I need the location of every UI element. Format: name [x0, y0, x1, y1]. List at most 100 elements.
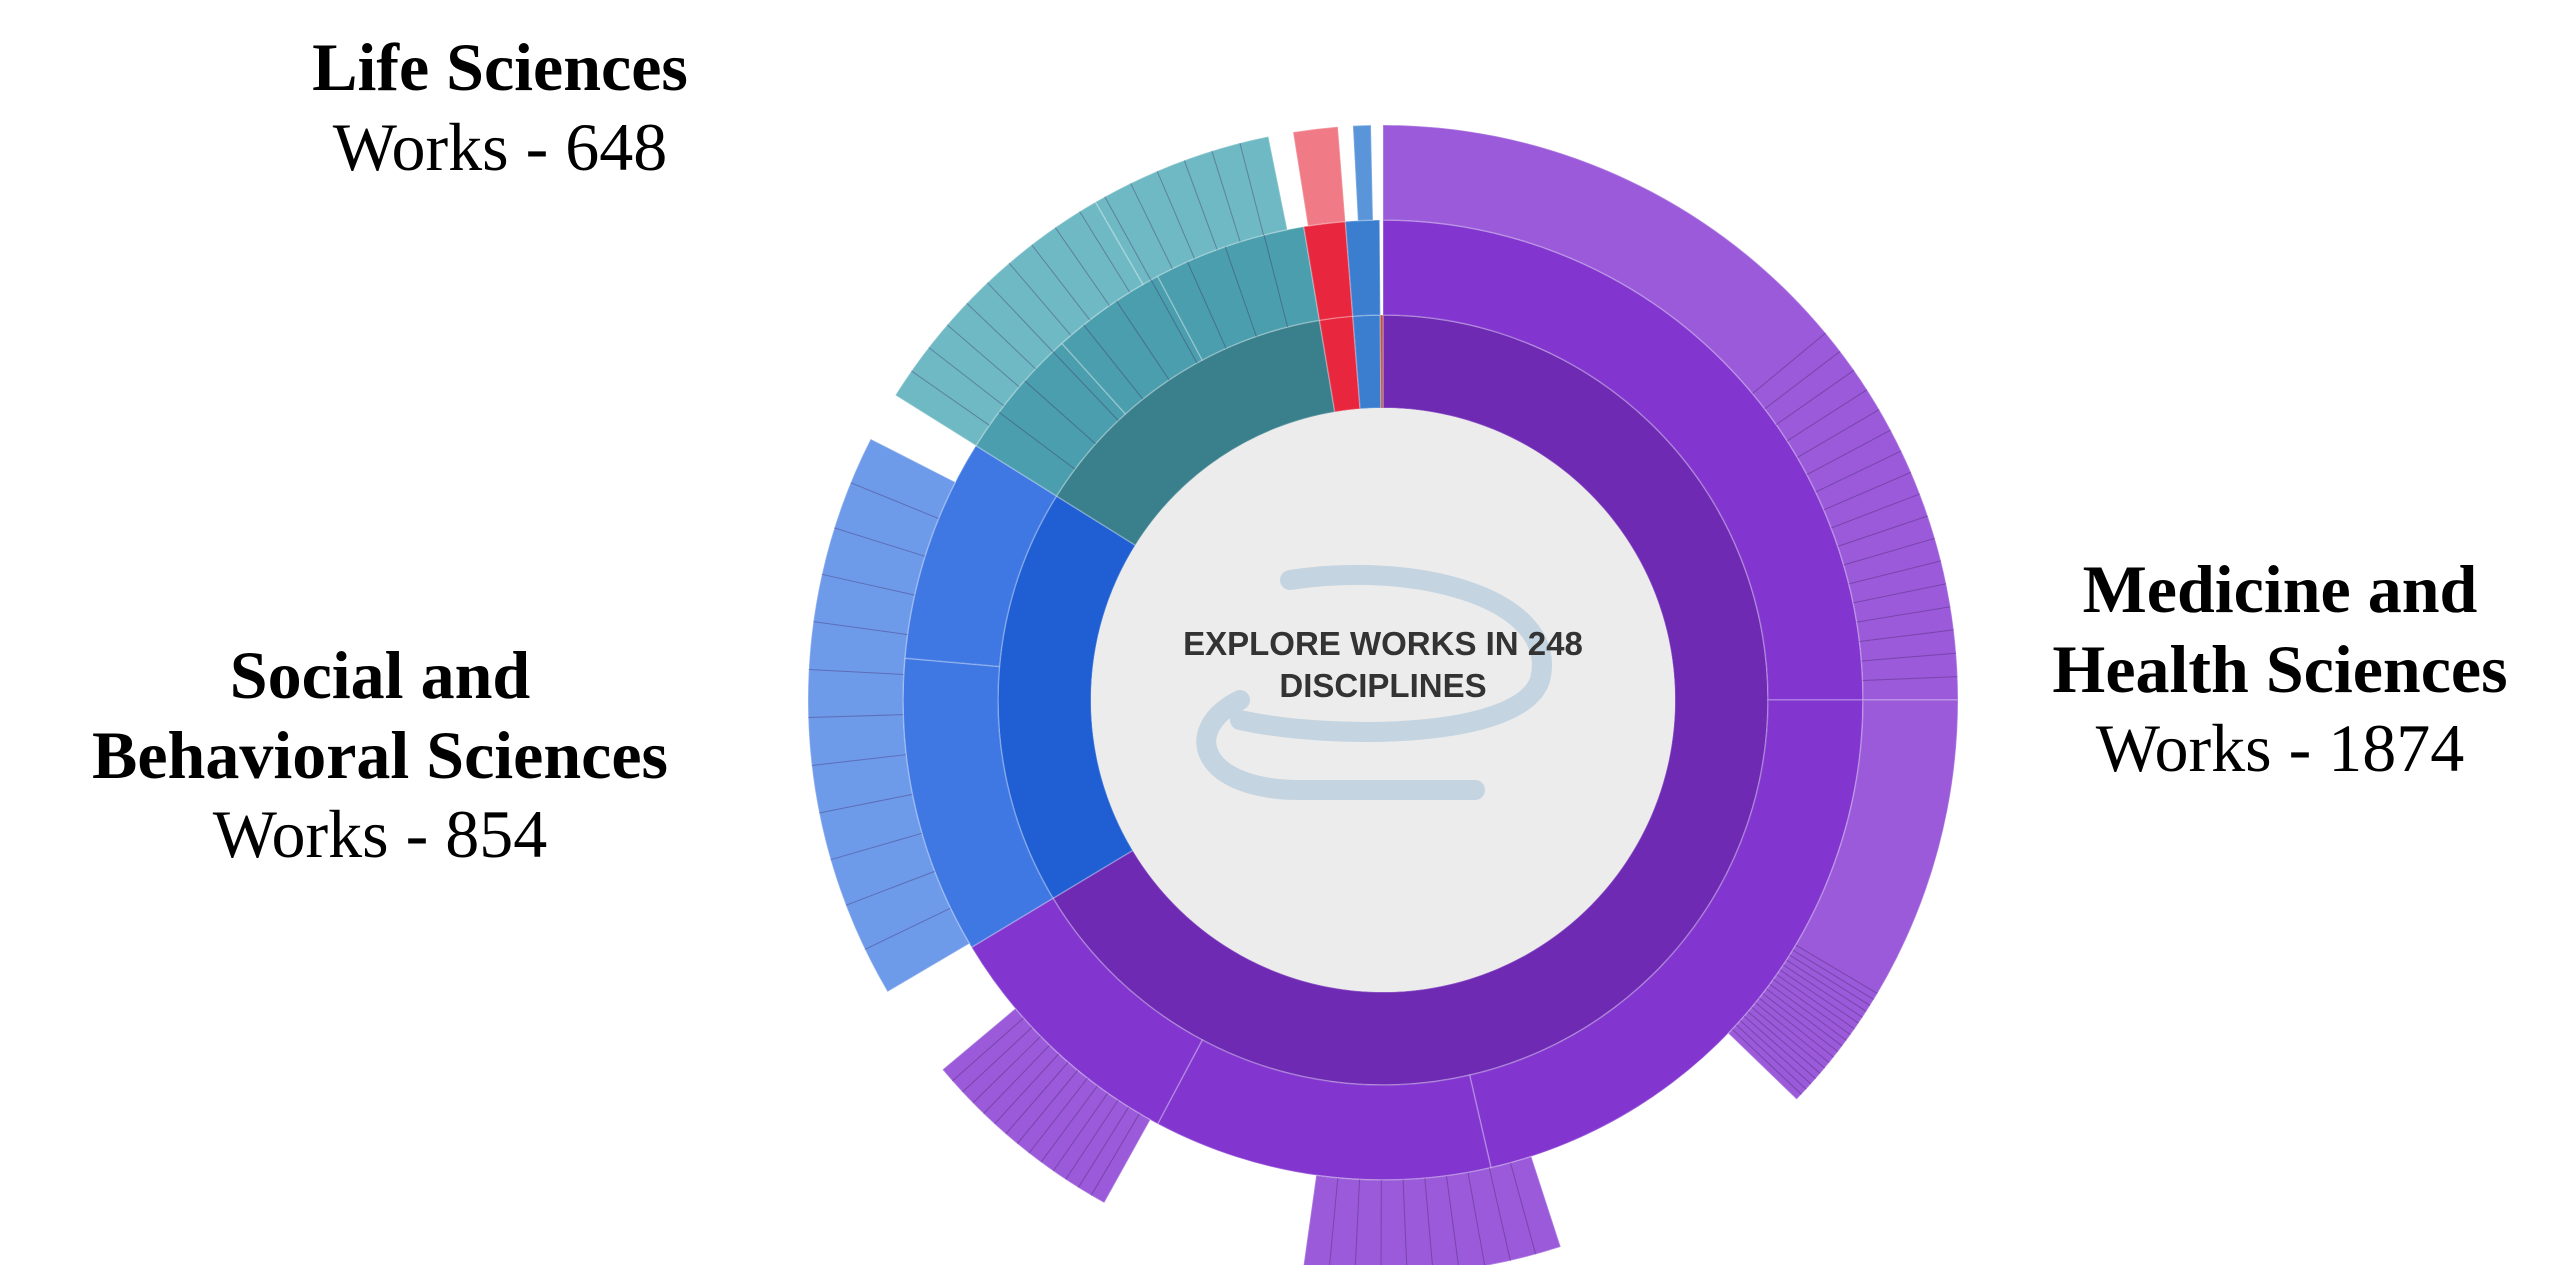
subdivision-line	[1762, 993, 1839, 1053]
minor-red-ring3-arc[interactable]	[1292, 125, 1347, 227]
subdivision-line	[1090, 1113, 1140, 1196]
subdivision-line	[850, 482, 939, 520]
life-ring3-arc[interactable]	[1094, 135, 1289, 286]
subdivision-line	[972, 1036, 1041, 1104]
subdivision-line	[1856, 606, 1951, 623]
subdivision-line	[808, 714, 904, 719]
subdivision-line	[1115, 300, 1170, 381]
medicine-name-line-2: Health Sciences	[2052, 630, 2508, 707]
medicine-ring3-arc[interactable]	[941, 1007, 1152, 1204]
subdivision-line	[1739, 1020, 1812, 1085]
subdivision-line	[1843, 537, 1935, 566]
subdivision-line	[1823, 471, 1912, 511]
subdivision-line	[1786, 389, 1868, 442]
subdivision-line	[1104, 196, 1152, 281]
subdivision-line	[1079, 211, 1131, 293]
subdivision-line	[1776, 974, 1855, 1030]
subdivision-line	[845, 870, 935, 906]
subdivision-line	[1758, 997, 1834, 1058]
subdivision-line	[830, 832, 923, 861]
center-disc[interactable]	[1091, 408, 1675, 992]
minor-orange-ring1-arc[interactable]	[1379, 314, 1384, 409]
life-ring2-arc[interactable]	[1060, 275, 1204, 415]
subdivision-line	[1024, 380, 1096, 445]
subdivision-line	[1782, 964, 1863, 1018]
subdivision-line	[1065, 1099, 1119, 1180]
subdivision-line	[1779, 969, 1859, 1024]
life-sciences-count: Works - 648	[332, 108, 668, 185]
subdivision-line	[1837, 515, 1928, 547]
subdivision-line	[1008, 262, 1072, 336]
minor-blue-ring2-arc[interactable]	[1344, 219, 1382, 317]
social-sciences-count: Works - 854	[212, 796, 548, 873]
life-ring2-arc[interactable]	[974, 342, 1127, 498]
subdivision-line	[864, 907, 951, 950]
subdivision-line	[1329, 1177, 1339, 1265]
subdivision-line	[1747, 1011, 1821, 1074]
life-ring3-arc[interactable]	[894, 201, 1145, 447]
subdivision-line	[1743, 1015, 1816, 1080]
subdivision-line	[1077, 1106, 1130, 1188]
social-ring2-arc[interactable]	[904, 444, 1058, 668]
subdivision-line	[1786, 959, 1867, 1012]
subdivision-line	[1830, 493, 1920, 529]
social-ring3-arc[interactable]	[807, 437, 971, 993]
life-sciences-name: Life Sciences	[312, 29, 688, 105]
social-sciences-name-line-1: Social and	[229, 637, 531, 713]
medicine-ring3-arc[interactable]	[1727, 699, 1959, 1101]
subdivision-line	[1731, 1028, 1802, 1095]
center-label-line-2[interactable]: DISCIPLINES	[1279, 667, 1486, 704]
subdivision-line	[1186, 261, 1227, 349]
subdivision-line	[808, 668, 904, 676]
subdivision-line	[1797, 409, 1880, 459]
medicine-ring3-arc[interactable]	[1302, 1155, 1562, 1265]
logo-watermark	[1196, 564, 1552, 800]
subdivision-line	[911, 370, 990, 426]
subdivision-line	[1775, 369, 1855, 426]
subdivision-line	[1735, 1024, 1807, 1090]
subdivision-line	[1130, 183, 1173, 269]
subdivision-line	[1005, 1061, 1069, 1135]
subdivision-line	[1815, 450, 1902, 493]
subdivision-line	[928, 347, 1005, 407]
center-label-line-1[interactable]: EXPLORE WORKS IN 248	[1183, 625, 1583, 662]
subdivision-line	[1054, 227, 1110, 306]
medicine-label: Medicine and Health Sciences Works - 187…	[2000, 550, 2549, 789]
subdivision-line	[1402, 1179, 1408, 1265]
subdivision-line	[994, 1053, 1060, 1125]
social-sciences-label: Social and Behavioral Sciences Works - 8…	[30, 636, 730, 875]
subdivision-line	[946, 324, 1020, 388]
subdivision-line	[1772, 979, 1851, 1036]
subdivision-line	[1752, 332, 1826, 394]
subdivision-line	[1792, 949, 1875, 1001]
subdivision-line	[1052, 351, 1119, 421]
subdivision-line	[1183, 160, 1218, 250]
subdivision-line	[1795, 944, 1878, 994]
subdivision-line	[819, 793, 913, 814]
subdivision-line	[1755, 1002, 1830, 1064]
subdivision-line	[1859, 629, 1954, 642]
subdivision-line	[1354, 1179, 1361, 1265]
medicine-ring2-arc[interactable]	[1382, 219, 1864, 701]
medicine-name-line-1: Medicine and	[2082, 551, 2478, 627]
minor-blue-ring3-arc[interactable]	[1352, 124, 1374, 222]
subdivision-line	[962, 1026, 1033, 1093]
subdivision-line	[1764, 350, 1841, 410]
subdivision-line	[1424, 1178, 1433, 1265]
subdivision-line	[987, 282, 1054, 352]
subdivision-line	[1848, 560, 1942, 585]
subdivision-line	[1083, 324, 1144, 400]
subdivision-line	[1239, 142, 1265, 236]
subdivision-line	[1509, 1162, 1537, 1255]
sunburst-arcs[interactable]	[807, 124, 1959, 1265]
subdivision-line	[1751, 1006, 1826, 1069]
subdivision-line	[1769, 983, 1847, 1041]
subdivision-line	[1211, 150, 1241, 242]
subdivision-line	[1052, 1092, 1109, 1172]
minor-red-ring2-arc[interactable]	[1302, 220, 1354, 322]
subdivision-line	[1488, 1167, 1511, 1261]
subdivision-line	[998, 411, 1076, 470]
subdivision-line	[1031, 244, 1091, 321]
medicine-ring3-arc[interactable]	[1382, 124, 1959, 701]
